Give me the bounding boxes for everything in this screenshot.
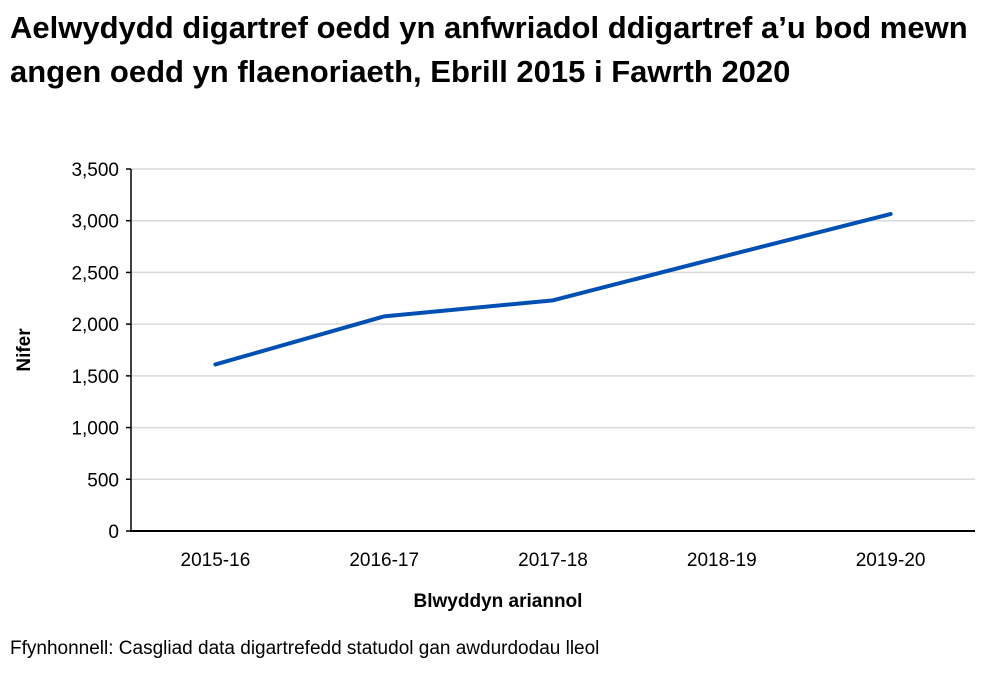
chart-title: Aelwydydd digartref oedd yn anfwriadol d… bbox=[10, 10, 968, 89]
y-tick-label: 500 bbox=[87, 470, 119, 491]
source-note: Ffynhonnell: Casgliad data digartrefedd … bbox=[10, 638, 600, 659]
y-tick-label: 2,000 bbox=[71, 315, 119, 336]
x-axis-label: Blwyddyn ariannol bbox=[414, 591, 583, 612]
y-tick-label: 3,000 bbox=[71, 212, 119, 233]
series-line bbox=[213, 211, 893, 367]
y-tick-label: 3,500 bbox=[71, 160, 119, 181]
y-axis-label: Nifer bbox=[14, 328, 35, 372]
x-tick-label: 2016-17 bbox=[349, 550, 419, 571]
y-tick-label: 0 bbox=[108, 522, 119, 543]
y-tick-label: 2,500 bbox=[71, 263, 119, 284]
series-group bbox=[213, 211, 893, 367]
x-axis-ticks: 2015-16 2016-17 2017-18 2018-19 2019-20 bbox=[181, 550, 926, 571]
y-axis-ticks: 0 500 1,000 1,500 2,000 2,500 3,000 3,500 bbox=[71, 160, 131, 543]
y-tick-label: 1,000 bbox=[71, 419, 119, 440]
x-tick-label: 2019-20 bbox=[856, 550, 926, 571]
x-tick-label: 2015-16 bbox=[181, 550, 251, 571]
x-tick-label: 2017-18 bbox=[518, 550, 588, 571]
y-tick-label: 1,500 bbox=[71, 367, 119, 388]
gridlines bbox=[131, 168, 975, 481]
x-tick-label: 2018-19 bbox=[687, 550, 757, 571]
